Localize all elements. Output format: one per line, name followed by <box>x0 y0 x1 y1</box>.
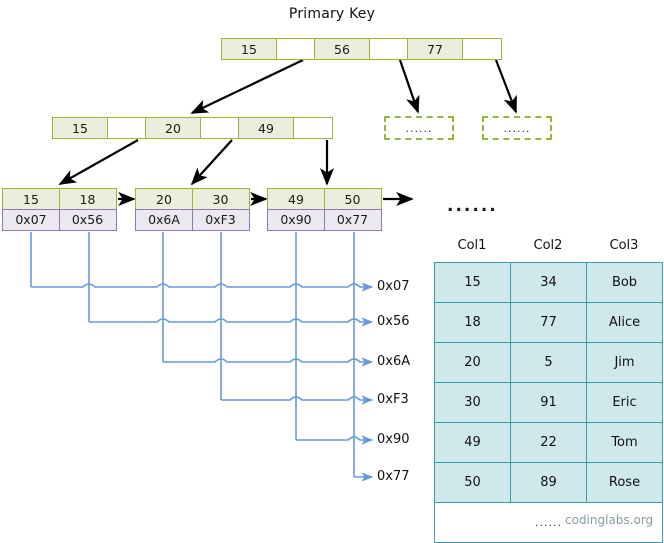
internal-node: 15 20 49 <box>52 117 333 139</box>
pointer-path-0x56 <box>88 232 374 327</box>
arrow-internal-to-leaf-1 <box>58 139 139 185</box>
root-cell-key-3: 77 <box>407 38 463 60</box>
table-cell-col3: Alice <box>586 302 663 343</box>
leaf-1-pointer-row: 0x07 0x56 <box>2 208 117 231</box>
table-cell-col2: 77 <box>510 302 587 343</box>
root-cell-pointer-1 <box>275 38 316 60</box>
root-cell-key-1: 15 <box>221 38 277 60</box>
leaf-2-pointer-row: 0x6A 0xF3 <box>135 208 250 231</box>
table-cell-col1: 49 <box>434 422 511 463</box>
address-label-0x6A: 0x6A <box>377 354 411 369</box>
leaf-node-3: 49 50 0x90 0x77 <box>267 188 382 231</box>
leaf-3-key-row: 49 50 <box>267 188 382 210</box>
table-row: 18 77 Alice <box>434 302 663 343</box>
table-header-col2: Col2 <box>533 238 563 253</box>
pointer-path-0x07 <box>30 232 374 292</box>
table-row: 50 89 Rose <box>434 462 663 503</box>
table-row: 30 91 Eric <box>434 382 663 423</box>
root-cell-key-2: 56 <box>314 38 370 60</box>
table-cell-col2: 22 <box>510 422 587 463</box>
leaf-2-pointer-1: 0x6A <box>135 208 193 231</box>
leaf-1-pointer-1: 0x07 <box>2 208 60 231</box>
placeholder-dots-1: ...... <box>405 121 433 135</box>
address-label-0x56: 0x56 <box>377 314 410 329</box>
arrow-root-to-placeholder-2 <box>494 59 518 114</box>
table-header-col3: Col3 <box>609 238 639 253</box>
leaf-chain-ellipsis: ...... <box>447 196 498 216</box>
arrow-root-to-placeholder-1 <box>398 59 420 114</box>
diagram-title: Primary Key <box>288 6 376 22</box>
internal-cell-pointer-1 <box>106 117 147 139</box>
watermark: codinglabs.org <box>565 513 654 527</box>
leaf-2-key-1: 20 <box>135 188 193 210</box>
leaf-3-key-1: 49 <box>267 188 325 210</box>
internal-cell-pointer-2 <box>199 117 240 139</box>
address-label-0x07: 0x07 <box>377 279 410 294</box>
table-row: 49 22 Tom <box>434 422 663 463</box>
placeholder-node-1: ...... <box>384 116 454 140</box>
leaf-node-2: 20 30 0x6A 0xF3 <box>135 188 250 231</box>
pointer-path-0xF3 <box>220 232 374 405</box>
table-row: 15 34 Bob <box>434 262 663 303</box>
table-cell-col2: 91 <box>510 382 587 423</box>
internal-cell-key-1: 15 <box>52 117 108 139</box>
leaf-2-key-row: 20 30 <box>135 188 250 210</box>
table-cell-col2: 89 <box>510 462 587 503</box>
root-cell-pointer-2 <box>368 38 409 60</box>
table-cell-col2: 34 <box>510 262 587 303</box>
leaf-3-key-2: 50 <box>323 188 382 210</box>
internal-cell-pointer-3 <box>292 117 333 139</box>
leaf-3-pointer-1: 0x90 <box>267 208 325 231</box>
leaf-2-key-2: 30 <box>191 188 250 210</box>
leaf-node-1: 15 18 0x07 0x56 <box>2 188 117 231</box>
table-cell-col2: 5 <box>510 342 587 383</box>
placeholder-dots-2: ...... <box>503 121 531 135</box>
internal-cell-key-2: 20 <box>145 117 201 139</box>
table-header-col1: Col1 <box>457 238 487 253</box>
table-cell-col1: 20 <box>434 342 511 383</box>
data-table: 15 34 Bob 18 77 Alice 20 5 Jim 30 91 Eri… <box>434 262 663 543</box>
table-cell-col3: Rose <box>586 462 663 503</box>
pointer-path-0x77 <box>353 232 374 482</box>
root-cell-pointer-3 <box>461 38 502 60</box>
leaf-1-key-row: 15 18 <box>2 188 117 210</box>
table-cell-col1: 18 <box>434 302 511 343</box>
table-cell-col3: Tom <box>586 422 663 463</box>
table-cell-col3: Bob <box>586 262 663 303</box>
table-header-row: Col1 Col2 Col3 <box>434 238 662 253</box>
leaf-1-key-1: 15 <box>2 188 60 210</box>
internal-cell-key-3: 49 <box>238 117 294 139</box>
placeholder-node-2: ...... <box>482 116 552 140</box>
arrow-internal-to-leaf-2 <box>190 139 233 186</box>
table-cell-col3: Eric <box>586 382 663 423</box>
leaf-2-pointer-2: 0xF3 <box>191 208 250 231</box>
table-row: 20 5 Jim <box>434 342 663 383</box>
table-cell-col3: Jim <box>586 342 663 383</box>
pointer-path-0x90 <box>295 232 374 445</box>
pointer-path-0x6A <box>162 232 374 367</box>
leaf-3-pointer-row: 0x90 0x77 <box>267 208 382 231</box>
leaf-1-pointer-2: 0x56 <box>58 208 117 231</box>
address-label-0x90: 0x90 <box>377 432 410 447</box>
table-cell-col1: 50 <box>434 462 511 503</box>
root-node: 15 56 77 <box>221 38 502 60</box>
table-cell-col1: 30 <box>434 382 511 423</box>
arrow-root-to-internal <box>190 59 304 114</box>
address-label-0xF3: 0xF3 <box>377 392 409 407</box>
table-cell-col1: 15 <box>434 262 511 303</box>
address-label-0x77: 0x77 <box>377 469 410 484</box>
leaf-1-key-2: 18 <box>58 188 117 210</box>
leaf-3-pointer-2: 0x77 <box>323 208 382 231</box>
